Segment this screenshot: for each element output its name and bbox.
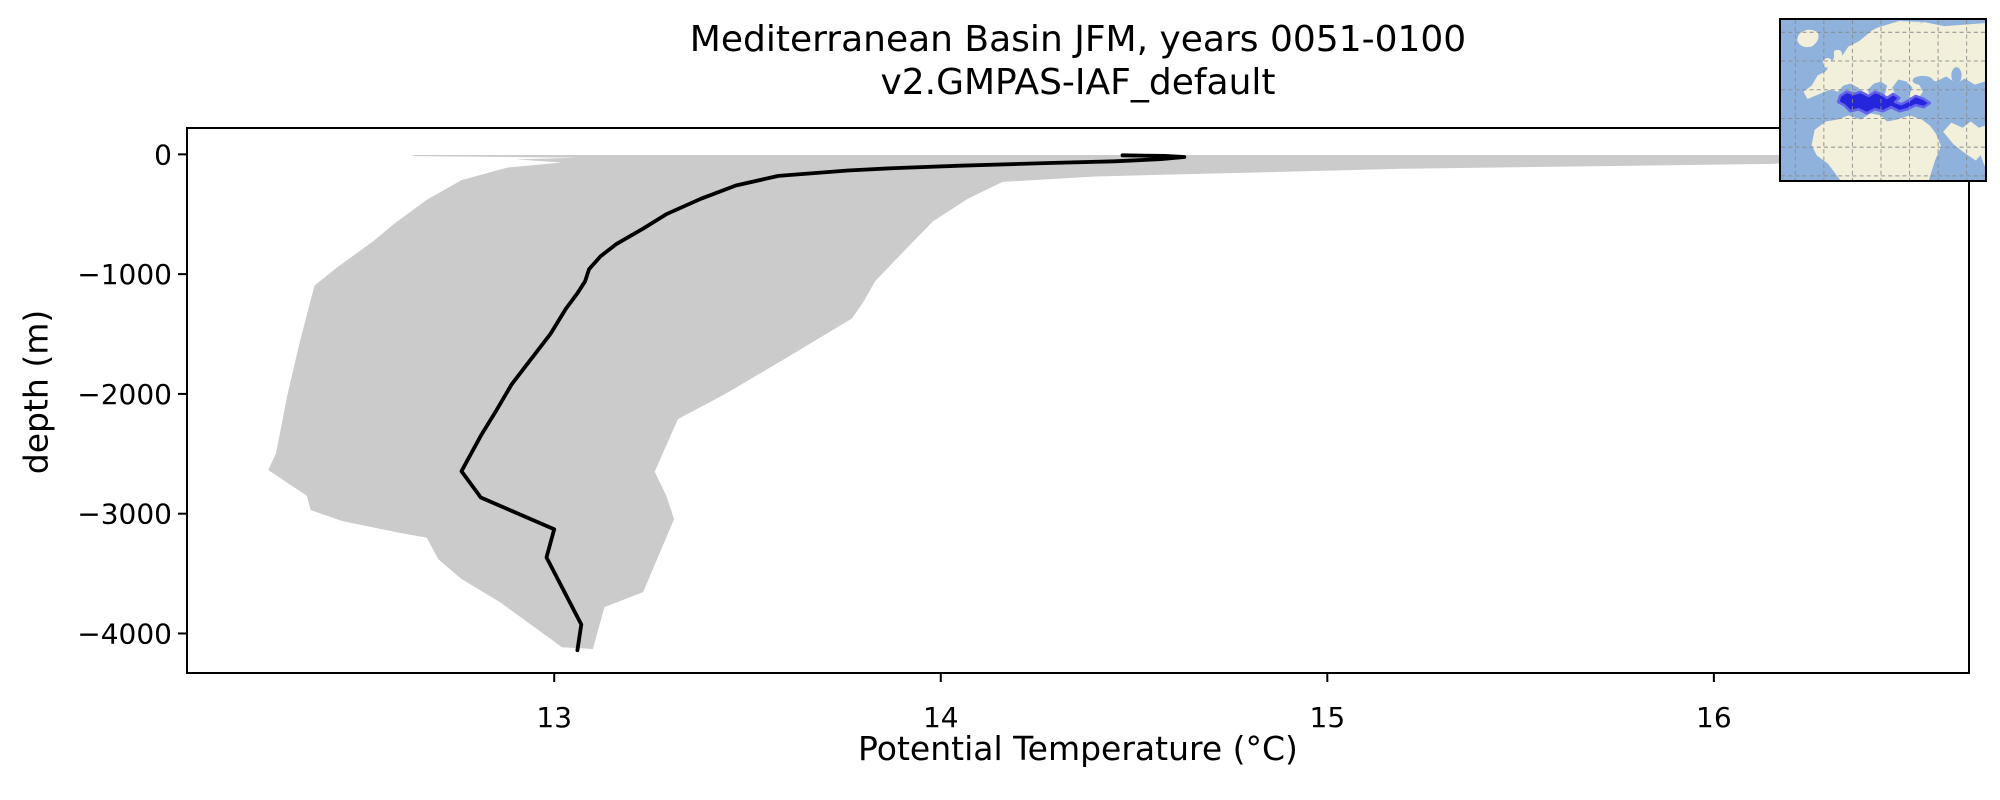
y-tick-label: −2000 <box>77 378 172 411</box>
map-land-ireland <box>1822 58 1832 68</box>
map-land-arabia <box>1943 121 1985 161</box>
inset-map <box>1779 18 1987 182</box>
axes-frame <box>186 127 1970 674</box>
map-land-scandinavia <box>1860 21 1922 51</box>
y-axis-label: depth (m) <box>16 309 56 475</box>
map-sea-caspian <box>1951 67 1962 84</box>
map-sea-blacksea <box>1912 75 1933 86</box>
map-gridlines <box>1781 20 1985 180</box>
mean-profile-line <box>459 153 1187 653</box>
chart-title-line2: v2.GMPAS-IAF_default <box>880 62 1276 103</box>
y-tick-label: 0 <box>154 138 172 171</box>
y-tick-label: −3000 <box>77 498 172 531</box>
map-land-europe <box>1803 22 1985 108</box>
map-land-iceland <box>1797 29 1819 48</box>
x-tick-label: 14 <box>923 701 959 734</box>
x-tick-label: 16 <box>1696 701 1732 734</box>
chart-title-line1: Mediterranean Basin JFM, years 0051-0100 <box>689 19 1467 60</box>
y-tick-label: −1000 <box>77 258 172 291</box>
y-tick-label: −4000 <box>77 617 172 650</box>
envelope-band <box>268 155 1908 649</box>
x-axis-label: Potential Temperature (°C) <box>858 729 1298 768</box>
x-tick-label: 13 <box>536 701 572 734</box>
chart-title: Mediterranean Basin JFM, years 0051-0100… <box>690 18 1466 104</box>
map-region-highlight-mediterranean <box>1836 90 1932 115</box>
x-tick-label: 15 <box>1310 701 1346 734</box>
